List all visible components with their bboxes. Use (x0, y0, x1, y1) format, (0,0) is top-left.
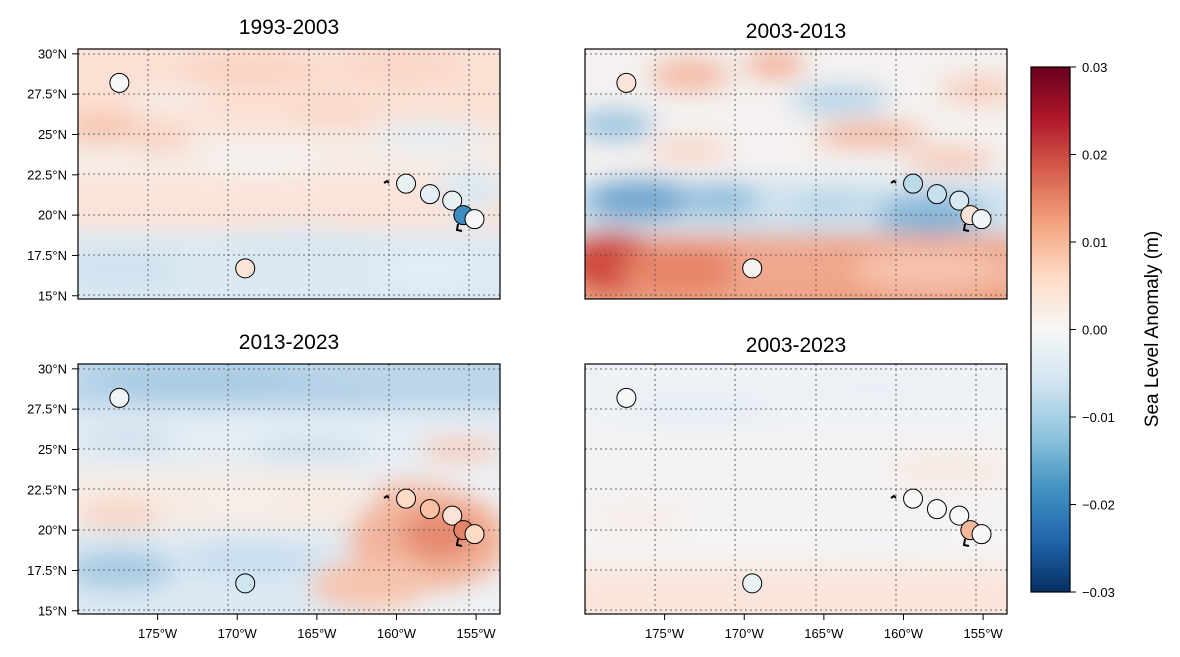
lat-tick-label: 15°N (38, 288, 67, 303)
panel-title: 2013-2023 (239, 331, 339, 354)
lat-tick-label: 20°N (38, 523, 67, 538)
coastline (383, 179, 463, 232)
tide-gauge-marker (616, 72, 637, 93)
tide-gauge-marker (742, 573, 763, 594)
map-panel-2013-2023: 2013-2023 (77, 331, 501, 615)
map-frame (77, 48, 501, 300)
tide-gauge-marker (903, 488, 924, 509)
tide-gauge-marker (926, 499, 947, 520)
coastline (383, 494, 463, 547)
tide-gauge-marker (419, 499, 440, 520)
colorbar-ticks: 0.03 0.02 0.01 0.00 −0.01 −0.02 −0.03 (1070, 60, 1115, 600)
tide-gauge-marker (235, 573, 256, 594)
gridlines (585, 364, 1007, 614)
lon-tick-label: 160°W (884, 626, 924, 641)
lat-tick-label: 22.5°N (27, 167, 67, 182)
map-panel-1993-2003: 1993-2003 (77, 16, 501, 300)
lat-tick-labels-bottom: 15°N 17.5°N 20°N 22.5°N 25°N 27.5°N 30°N (27, 361, 78, 618)
tide-gauge-marker (396, 488, 417, 509)
panel-title: 1993-2003 (239, 16, 339, 39)
coastline (890, 179, 970, 232)
tide-gauge-marker (742, 258, 763, 279)
lon-tick-label: 170°W (218, 626, 258, 641)
colorbar-tick-label: −0.01 (1082, 410, 1115, 425)
colorbar-label: Sea Level Anomaly (m) (1142, 231, 1163, 427)
lat-tick-label: 27.5°N (27, 402, 67, 417)
coastline (890, 494, 970, 547)
colorbar-tick-label: 0.00 (1082, 323, 1107, 338)
tide-gauge-marker (926, 184, 947, 205)
tide-gauge-marker (442, 505, 463, 526)
tide-gauge-marker (903, 173, 924, 194)
colorbar-tick-label: 0.01 (1082, 235, 1107, 250)
map-frame (77, 363, 501, 615)
map-panel-2003-2023: 2003-2023 (584, 334, 1008, 615)
lat-tick-label: 25°N (38, 442, 67, 457)
map-frame (584, 363, 1008, 615)
colorbar-tick-label: −0.02 (1082, 498, 1115, 513)
tide-gauge-marker (442, 190, 463, 211)
tide-gauge-marker (419, 184, 440, 205)
lat-tick-label: 17.5°N (27, 248, 67, 263)
tide-gauge-marker (235, 258, 256, 279)
gridlines (585, 49, 1007, 299)
lat-tick-label: 22.5°N (27, 482, 67, 497)
lat-tick-label: 27.5°N (27, 87, 67, 102)
lat-tick-label: 15°N (38, 603, 67, 618)
lat-tick-label: 25°N (38, 127, 67, 142)
map-frame (584, 48, 1008, 300)
tide-gauge-marker (971, 209, 992, 230)
tide-gauge-marker (109, 72, 130, 93)
colorbar-tick-label: −0.03 (1082, 585, 1115, 600)
lon-tick-labels-left: 175°W 170°W 165°W 160°W 155°W (138, 614, 496, 641)
lon-tick-labels-right: 175°W 170°W 165°W 160°W 155°W (645, 614, 1003, 641)
panel-title: 2003-2013 (746, 20, 846, 43)
anomaly-field (585, 364, 1007, 614)
lon-tick-label: 165°W (297, 626, 337, 641)
tide-gauge-marker (109, 387, 130, 408)
colorbar-scale (1030, 66, 1071, 593)
map-panel-2003-2013: 2003-2013 (584, 20, 1008, 300)
tide-gauge-marker (616, 387, 637, 408)
lat-tick-label: 30°N (38, 46, 67, 61)
tide-gauge-marker (396, 173, 417, 194)
lon-tick-label: 155°W (964, 626, 1004, 641)
lat-tick-label: 30°N (38, 361, 67, 376)
gridlines (78, 364, 500, 614)
tide-gauge-marker (464, 209, 485, 230)
tide-gauge-marker (949, 505, 970, 526)
tide-gauge-marker (971, 524, 992, 545)
lat-tick-label: 20°N (38, 208, 67, 223)
lon-tick-label: 155°W (457, 626, 497, 641)
colorbar: 0.03 0.02 0.01 0.00 −0.01 −0.02 −0.03 Sea Leve… (1030, 60, 1163, 600)
tide-gauge-marker (949, 190, 970, 211)
lon-tick-label: 170°W (725, 626, 765, 641)
lon-tick-label: 175°W (138, 626, 178, 641)
lon-tick-label: 165°W (804, 626, 844, 641)
panel-title: 2003-2023 (746, 334, 846, 357)
tide-gauge-marker (464, 524, 485, 545)
colorbar-tick-label: 0.02 (1082, 148, 1107, 163)
colorbar-tick-label: 0.03 (1082, 60, 1107, 75)
lat-tick-label: 17.5°N (27, 563, 67, 578)
lat-tick-labels-top: 15°N 17.5°N 20°N 22.5°N 25°N 27.5°N 30°N (27, 46, 78, 303)
lon-tick-label: 160°W (377, 626, 417, 641)
gridlines (78, 49, 500, 299)
lon-tick-label: 175°W (645, 626, 685, 641)
